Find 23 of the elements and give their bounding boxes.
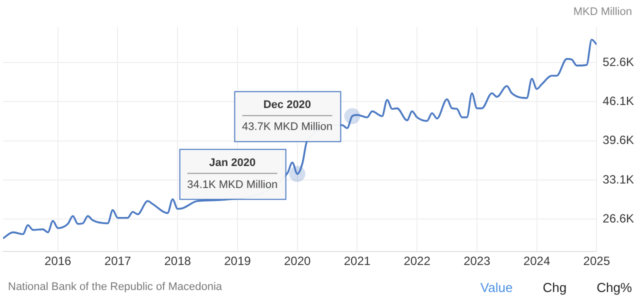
y-tick-label: 26.6K [602, 211, 634, 226]
y-tick-label: 39.6K [602, 133, 634, 148]
x-tick-label: 2023 [464, 254, 491, 268]
line-series [3, 38, 597, 240]
text: Chg [542, 280, 567, 294]
y-tick-label: 33.1K [602, 172, 634, 186]
x-tick-label: 2024 [523, 254, 550, 268]
x-tick-label: 2016 [44, 254, 72, 268]
y-axis-title: MKD Million [573, 6, 632, 18]
annotation: Dec 2020 43.7K MKD Million [242, 99, 332, 134]
text: National Bank of the Republic of Macedonia [8, 281, 224, 293]
x-tick-label: 2022 [404, 254, 431, 268]
x-tick-label: 2019 [224, 254, 252, 268]
x-tick-label: 2025 [583, 254, 610, 268]
text: Chg% [596, 280, 632, 294]
y-tick-label: 46.1K [602, 94, 634, 108]
y-tick-label: 52.6K [602, 54, 634, 69]
x-tick-label: 2018 [164, 254, 192, 268]
annotation: Jan 2020 34.1K MKD Million [187, 156, 278, 191]
x-tick-label: 2017 [104, 254, 132, 268]
x-tick-label: 2020 [284, 254, 311, 268]
text: Value [480, 280, 513, 294]
x-tick-label: 2021 [344, 254, 371, 268]
